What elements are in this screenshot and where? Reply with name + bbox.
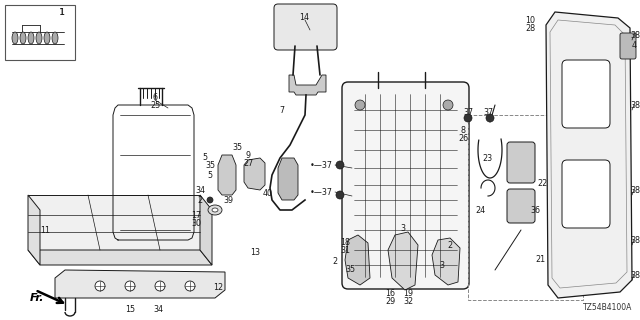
Text: 25: 25 bbox=[150, 100, 160, 109]
Circle shape bbox=[355, 265, 365, 275]
Circle shape bbox=[336, 161, 344, 169]
Text: TZ54B4100A: TZ54B4100A bbox=[582, 303, 632, 312]
Polygon shape bbox=[278, 158, 298, 200]
Text: 29: 29 bbox=[385, 297, 395, 306]
Text: 22: 22 bbox=[537, 179, 547, 188]
Text: 38: 38 bbox=[630, 100, 640, 109]
Text: 26: 26 bbox=[458, 133, 468, 142]
Text: 28: 28 bbox=[525, 23, 535, 33]
Text: 35: 35 bbox=[205, 161, 215, 170]
Text: 38: 38 bbox=[630, 236, 640, 244]
Ellipse shape bbox=[212, 208, 218, 212]
Circle shape bbox=[185, 281, 195, 291]
Ellipse shape bbox=[36, 32, 42, 44]
FancyBboxPatch shape bbox=[562, 160, 610, 228]
Text: 40: 40 bbox=[263, 188, 273, 197]
Bar bbox=[5, 5, 75, 60]
Text: 2: 2 bbox=[447, 241, 452, 250]
Circle shape bbox=[464, 114, 472, 122]
Text: •—37: •—37 bbox=[310, 161, 333, 170]
Text: 21: 21 bbox=[535, 255, 545, 265]
Text: 38: 38 bbox=[630, 30, 640, 39]
Text: 11: 11 bbox=[40, 226, 50, 235]
Text: 32: 32 bbox=[403, 297, 413, 306]
FancyBboxPatch shape bbox=[562, 60, 610, 128]
Ellipse shape bbox=[20, 32, 26, 44]
Polygon shape bbox=[28, 195, 40, 265]
Text: 15: 15 bbox=[125, 306, 135, 315]
Polygon shape bbox=[289, 75, 326, 95]
Text: 6: 6 bbox=[152, 92, 157, 101]
Text: 7: 7 bbox=[280, 106, 285, 115]
Circle shape bbox=[443, 265, 453, 275]
Ellipse shape bbox=[44, 32, 50, 44]
Ellipse shape bbox=[52, 32, 58, 44]
Text: 8: 8 bbox=[461, 125, 465, 134]
Text: 17: 17 bbox=[191, 211, 201, 220]
Text: 4: 4 bbox=[632, 41, 637, 50]
Text: 19: 19 bbox=[403, 289, 413, 298]
Text: 35: 35 bbox=[345, 266, 355, 275]
Text: 2: 2 bbox=[197, 196, 203, 204]
Text: 3: 3 bbox=[401, 223, 406, 233]
Text: 2: 2 bbox=[332, 258, 337, 267]
FancyBboxPatch shape bbox=[620, 33, 636, 59]
Text: 24: 24 bbox=[475, 205, 485, 214]
Text: 34: 34 bbox=[153, 306, 163, 315]
Text: 36: 36 bbox=[530, 205, 540, 214]
Text: 30: 30 bbox=[191, 219, 201, 228]
Circle shape bbox=[207, 197, 213, 203]
Text: 3: 3 bbox=[440, 260, 445, 269]
Text: 16: 16 bbox=[385, 289, 395, 298]
Text: 1: 1 bbox=[60, 7, 65, 17]
Text: 12: 12 bbox=[213, 284, 223, 292]
Text: 5: 5 bbox=[207, 171, 212, 180]
Circle shape bbox=[355, 100, 365, 110]
Text: 1: 1 bbox=[59, 7, 65, 17]
Polygon shape bbox=[28, 195, 200, 250]
Text: 5: 5 bbox=[202, 153, 207, 162]
Polygon shape bbox=[200, 195, 212, 265]
FancyBboxPatch shape bbox=[342, 82, 469, 289]
Text: 38: 38 bbox=[630, 186, 640, 195]
FancyBboxPatch shape bbox=[274, 4, 337, 50]
Ellipse shape bbox=[208, 205, 222, 215]
Text: 37: 37 bbox=[483, 108, 493, 116]
Text: 13: 13 bbox=[250, 247, 260, 257]
FancyBboxPatch shape bbox=[507, 189, 535, 223]
Polygon shape bbox=[546, 12, 632, 298]
Polygon shape bbox=[432, 238, 460, 285]
Polygon shape bbox=[28, 250, 212, 265]
Polygon shape bbox=[388, 232, 418, 290]
Text: 10: 10 bbox=[525, 15, 535, 25]
Circle shape bbox=[95, 281, 105, 291]
Text: 38: 38 bbox=[630, 270, 640, 279]
Text: 37: 37 bbox=[463, 108, 473, 116]
Text: 39: 39 bbox=[223, 196, 233, 204]
Text: 27: 27 bbox=[243, 158, 253, 167]
Text: 9: 9 bbox=[245, 150, 251, 159]
Polygon shape bbox=[218, 155, 236, 195]
Text: Fr.: Fr. bbox=[30, 293, 45, 303]
Ellipse shape bbox=[12, 32, 18, 44]
Circle shape bbox=[155, 281, 165, 291]
Polygon shape bbox=[345, 235, 370, 285]
Text: 14: 14 bbox=[299, 12, 309, 21]
Polygon shape bbox=[244, 158, 265, 190]
Polygon shape bbox=[55, 270, 225, 298]
Text: 35: 35 bbox=[232, 142, 242, 151]
Circle shape bbox=[336, 191, 344, 199]
Ellipse shape bbox=[28, 32, 34, 44]
Text: 34: 34 bbox=[195, 186, 205, 195]
Text: 23: 23 bbox=[482, 154, 492, 163]
FancyBboxPatch shape bbox=[507, 142, 535, 183]
Text: •—37: •—37 bbox=[310, 188, 333, 196]
Bar bbox=[468, 115, 583, 300]
Circle shape bbox=[125, 281, 135, 291]
Text: 31: 31 bbox=[340, 245, 350, 254]
Circle shape bbox=[486, 114, 494, 122]
Circle shape bbox=[443, 100, 453, 110]
Text: 18: 18 bbox=[340, 237, 350, 246]
